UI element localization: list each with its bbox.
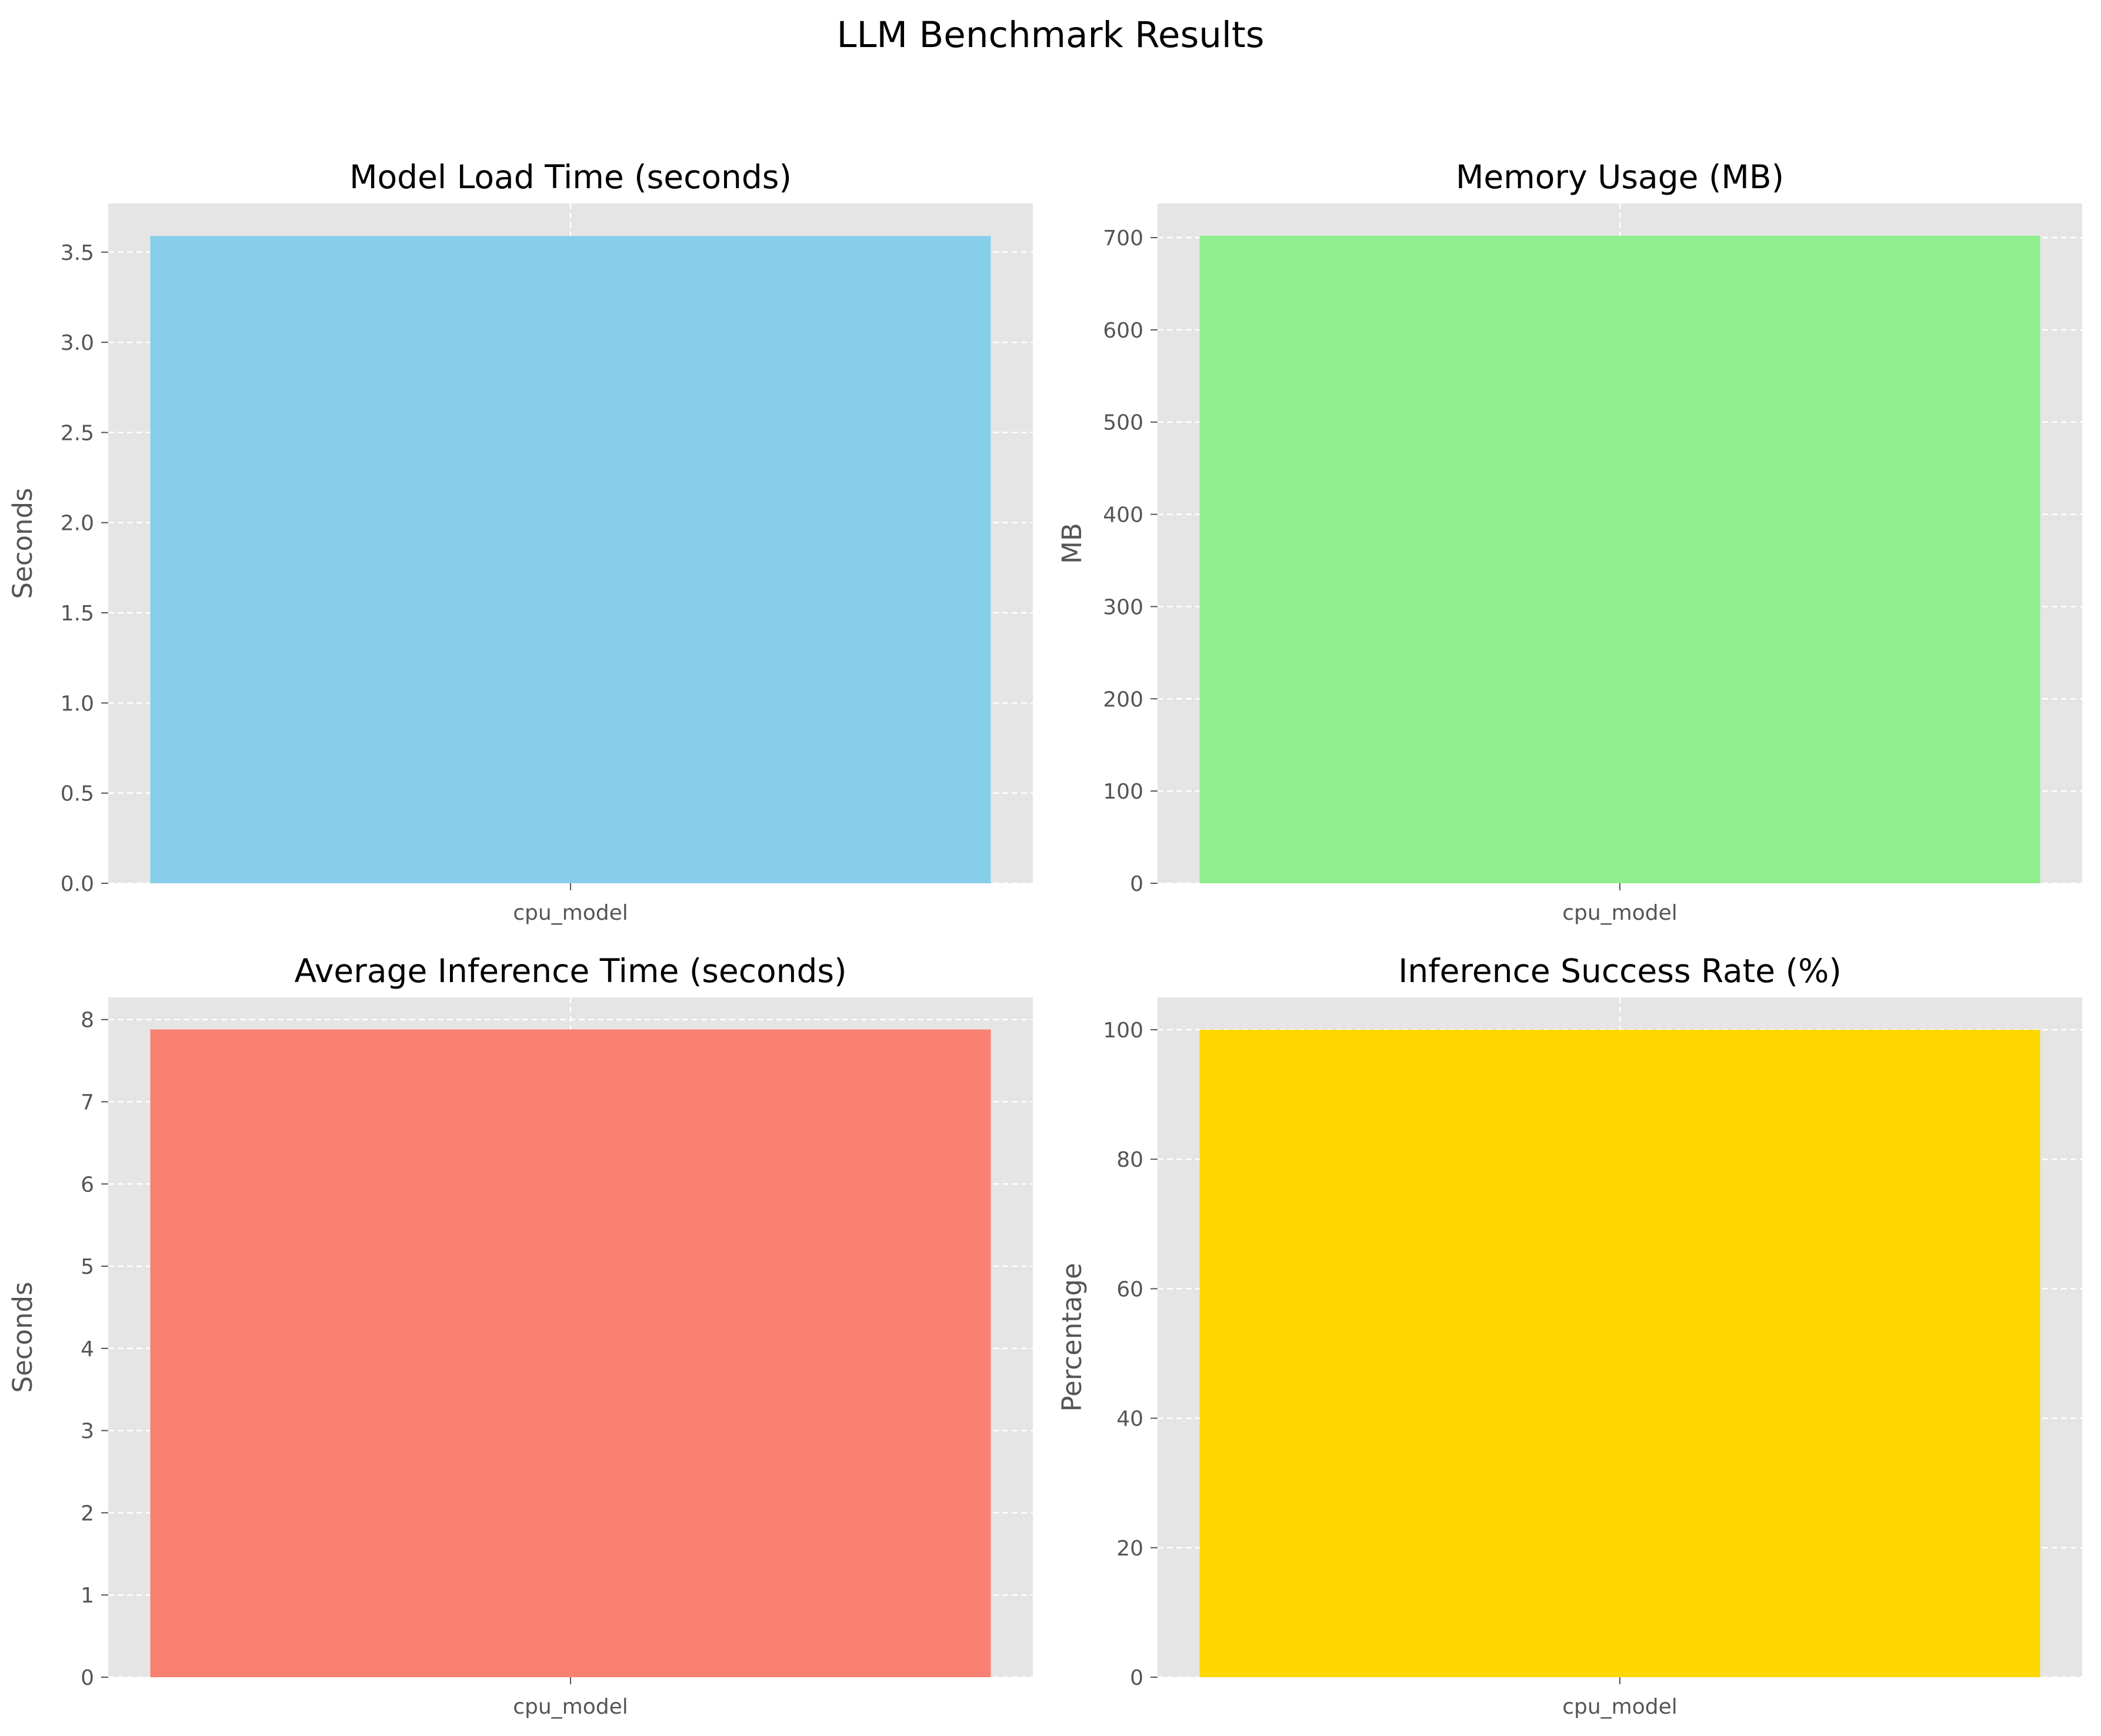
chart-panel-2: 0 100 200 300 400 500 600 700 cpu_model Memory Us… (1056, 158, 2082, 925)
y-tick-label: 8 (81, 1009, 94, 1033)
y-tick-label: 1.5 (61, 602, 94, 626)
bar-cpu_model (1199, 235, 2040, 884)
chart-panel-1: 0.0 0.5 1.0 1.5 2.0 2.5 3.0 3.5 cpu_model Model L… (7, 158, 1033, 925)
y-tick-label: 100 (1103, 780, 1143, 804)
bar-cpu_model (150, 236, 991, 884)
chart-title: Inference Success Rate (%) (1398, 952, 1842, 990)
chart-title: Average Inference Time (seconds) (294, 952, 846, 990)
y-tick-label: 4 (81, 1337, 94, 1361)
y-tick-label: 0 (1130, 1666, 1143, 1690)
y-tick-label: 400 (1103, 503, 1143, 528)
y-axis-label: Seconds (7, 1281, 38, 1393)
figure-title: LLM Benchmark Results (836, 14, 1264, 56)
y-tick-label: 500 (1103, 411, 1143, 435)
y-tick-label: 7 (81, 1091, 94, 1115)
y-tick-label: 1 (81, 1584, 94, 1608)
y-tick-label: 3.0 (61, 331, 94, 355)
y-tick-label: 20 (1116, 1537, 1143, 1561)
bar-cpu_model (150, 1029, 991, 1677)
y-axis-label: Percentage (1056, 1263, 1088, 1411)
y-tick-label: 3 (81, 1420, 94, 1444)
x-tick-label: cpu_model (513, 1695, 628, 1719)
y-tick-label: 60 (1116, 1277, 1143, 1301)
y-tick-label: 6 (81, 1173, 94, 1197)
chart-panel-4: 0 20 40 60 80 100 cpu_model Inference Success R… (1056, 952, 2082, 1719)
y-tick-label: 700 (1103, 226, 1143, 251)
y-axis-label: MB (1056, 523, 1088, 564)
y-axis-label: Seconds (7, 488, 38, 599)
x-tick-label: cpu_model (1562, 901, 1678, 925)
y-tick-label: 300 (1103, 595, 1143, 619)
y-tick-label: 200 (1103, 687, 1143, 712)
chart-title: Model Load Time (seconds) (349, 158, 792, 196)
chart-panel-3: 0 1 2 3 4 5 6 7 8 cpu_model Average Inference Time… (7, 952, 1033, 1719)
y-tick-label: 2.0 (61, 512, 94, 536)
x-tick-label: cpu_model (513, 901, 628, 925)
y-tick-label: 0 (81, 1666, 94, 1690)
y-tick-label: 40 (1116, 1407, 1143, 1431)
y-tick-label: 3.5 (61, 241, 94, 265)
y-tick-label: 0 (1130, 872, 1143, 896)
y-tick-label: 100 (1103, 1019, 1143, 1043)
x-tick-label: cpu_model (1562, 1695, 1678, 1719)
y-tick-label: 600 (1103, 319, 1143, 343)
chart-title: Memory Usage (MB) (1456, 158, 1784, 196)
y-tick-label: 5 (81, 1255, 94, 1279)
y-tick-label: 0.0 (61, 872, 94, 896)
y-tick-label: 0.5 (61, 782, 94, 806)
y-tick-label: 80 (1116, 1148, 1143, 1172)
y-tick-label: 1.0 (61, 692, 94, 716)
bar-cpu_model (1199, 1030, 2040, 1677)
y-tick-label: 2 (81, 1501, 94, 1525)
y-tick-label: 2.5 (61, 421, 94, 445)
